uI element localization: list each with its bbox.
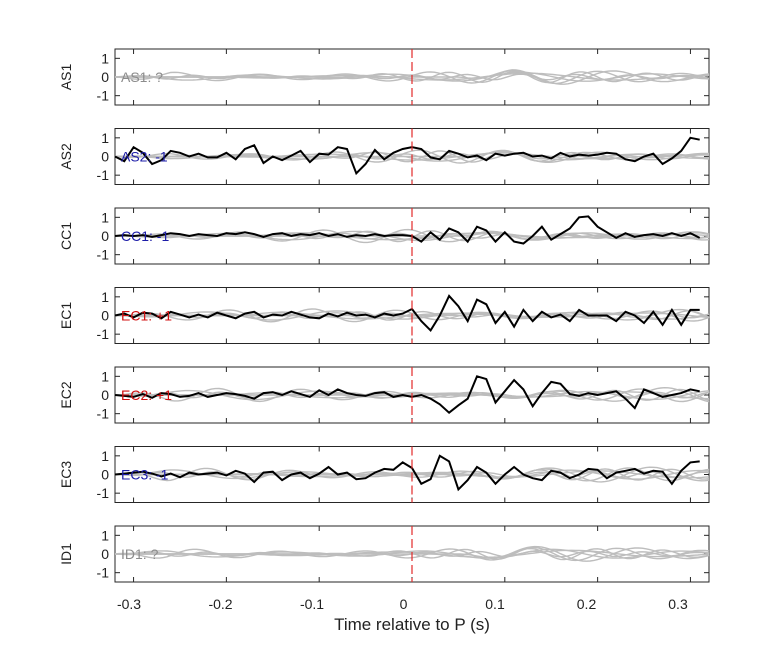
y-tick-label: 0 [101, 228, 109, 244]
black-trace [114, 294, 700, 333]
y-tick-label: 0 [101, 308, 109, 324]
x-axis-label: Time relative to P (s) [334, 615, 490, 634]
y-tick-label: -1 [97, 247, 110, 263]
y-axis-label: AS2 [58, 143, 74, 170]
channel-label: AS2: -1 [121, 149, 168, 165]
x-tick-label: 0.3 [668, 596, 688, 612]
black-trace [114, 136, 700, 176]
x-tick-labels: -0.3 -0.2 -0.1 0 0.1 0.2 0.3 [117, 596, 688, 612]
y-axis-label: EC1 [58, 302, 74, 329]
panel-as2: 1 0 -1 AS2 AS2: -1 [58, 128, 710, 185]
panel-cc1: 1 0 -1 CC1 CC1: -1 [58, 207, 710, 265]
y-axis-label: EC3 [58, 461, 74, 488]
black-trace [114, 454, 700, 492]
panel-as1: 1 0 -1 AS1 AS1: ? [58, 48, 710, 106]
x-tick-label: 0.2 [577, 596, 597, 612]
y-tick-label: 1 [101, 130, 109, 146]
panel-ec3: 1 0 -1 EC3 EC3: -1 [58, 446, 710, 503]
y-tick-label: 1 [101, 289, 109, 305]
panel-id1: 1 0 -1 ID1 ID1: ? [58, 525, 710, 583]
y-tick-label: -1 [97, 88, 110, 104]
y-tick-label: -1 [97, 565, 110, 581]
channel-label: CC1: -1 [121, 228, 169, 244]
y-axis-label: AS1 [58, 64, 74, 91]
y-tick-label: 1 [101, 368, 109, 384]
y-tick-label: 0 [101, 149, 109, 165]
y-tick-label: 0 [101, 69, 109, 85]
y-tick-label: 1 [101, 50, 109, 66]
y-axis-label: EC2 [58, 381, 74, 408]
channel-label: EC3: -1 [121, 467, 169, 483]
y-tick-label: 1 [101, 209, 109, 225]
y-axis-label: CC1 [58, 222, 74, 250]
channel-label: EC1: +1 [121, 308, 172, 324]
gray-trace [115, 548, 710, 559]
panels: 1 0 -1 AS1 AS1: ? 1 0 -1 AS2 AS2: -1 1 0 -1 CC1 CC1: -… [58, 48, 710, 583]
channel-label: ID1: ? [121, 546, 159, 562]
y-tick-label: -1 [97, 326, 110, 342]
black-trace [114, 375, 700, 415]
black-trace [114, 215, 701, 245]
panel-ec1: 1 0 -1 EC1 EC1: +1 [58, 287, 710, 344]
x-tick-label: -0.3 [117, 596, 141, 612]
x-tick-label: -0.2 [208, 596, 232, 612]
y-tick-label: 1 [101, 527, 109, 543]
y-tick-label: 0 [101, 546, 109, 562]
y-tick-label: -1 [97, 406, 110, 422]
y-tick-label: 1 [101, 448, 109, 464]
y-tick-label: -1 [97, 485, 110, 501]
channel-label: AS1: ? [121, 69, 163, 85]
y-tick-label: 0 [101, 467, 109, 483]
y-tick-label: -1 [97, 167, 110, 183]
y-tick-label: 0 [101, 387, 109, 403]
x-tick-label: 0 [400, 596, 408, 612]
x-tick-label: -0.1 [300, 596, 324, 612]
x-tick-label: 0.1 [485, 596, 505, 612]
channel-label: EC2: +1 [121, 387, 172, 403]
y-axis-label: ID1 [58, 543, 74, 565]
panel-ec2: 1 0 -1 EC2 EC2: +1 [58, 366, 710, 424]
